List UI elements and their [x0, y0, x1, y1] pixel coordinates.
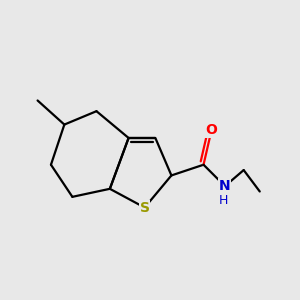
- Text: O: O: [206, 123, 218, 137]
- Text: S: S: [140, 201, 150, 214]
- Text: H: H: [219, 194, 228, 207]
- Text: N: N: [219, 179, 231, 193]
